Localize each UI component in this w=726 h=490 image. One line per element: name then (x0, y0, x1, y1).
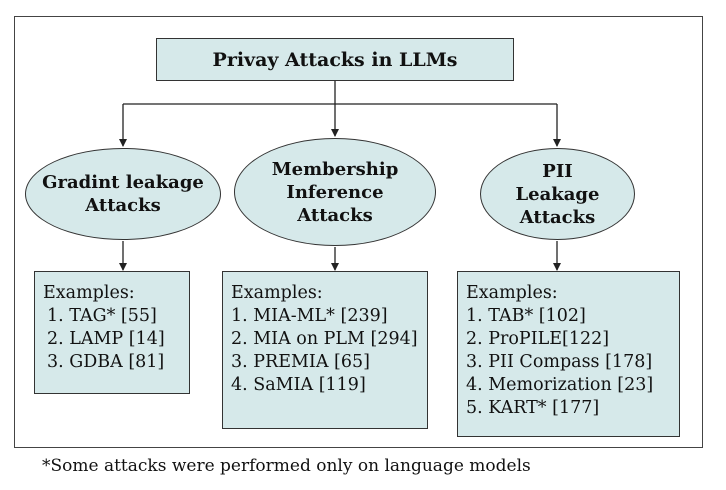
example-item: 4. SaMIA [119] (231, 375, 366, 395)
examples-heading: Examples: (466, 283, 558, 303)
examples-list: 1. MIA-ML* [239] 2. MIA on PLM [294] 3. … (231, 305, 427, 397)
diagram-title: Privay Attacks in LLMs (156, 38, 514, 81)
node-label-line: Inference (286, 181, 384, 203)
examples-list: 1. TAB* [102] 2. ProPILE[122] 3. PII Com… (466, 305, 679, 420)
example-item: 4. Memorization [23] (466, 375, 654, 395)
examples-box-gradient: Examples: 1. TAG* [55] 2. LAMP [14] 3. G… (34, 271, 190, 394)
node-label-line: Membership (271, 158, 399, 180)
node-label-line: Attacks (85, 195, 161, 216)
example-item: 1. TAG* [55] (47, 306, 157, 326)
example-item: 3. GDBA [81] (47, 352, 165, 372)
examples-list: 1. TAG* [55] 2. LAMP [14] 3. GDBA [81] (43, 305, 189, 374)
node-label-line: PII (542, 160, 573, 182)
examples-heading: Examples: (231, 283, 323, 303)
example-item: 5. KART* [177] (466, 398, 600, 418)
node-label-line: Leakage (515, 183, 600, 205)
examples-box-pii: Examples: 1. TAB* [102] 2. ProPILE[122] … (457, 271, 680, 437)
example-item: 2. ProPILE[122] (466, 329, 610, 349)
node-membership-inference: Membership Inference Attacks (234, 138, 436, 246)
example-item: 2. MIA on PLM [294] (231, 329, 418, 349)
example-item: 3. PREMIA [65] (231, 352, 370, 372)
node-label-line: Attacks (297, 204, 373, 226)
node-label-line: Attacks (519, 206, 596, 228)
diagram-frame (14, 16, 703, 448)
node-pii-leakage: PII Leakage Attacks (480, 148, 635, 240)
example-item: 2. LAMP [14] (47, 329, 165, 349)
node-gradient-leakage: Gradint leakage Attacks (25, 148, 221, 240)
example-item: 3. PII Compass [178] (466, 352, 653, 372)
example-item: 1. MIA-ML* [239] (231, 306, 388, 326)
footnote: *Some attacks were performed only on lan… (42, 456, 531, 476)
example-item: 1. TAB* [102] (466, 306, 586, 326)
examples-box-membership: Examples: 1. MIA-ML* [239] 2. MIA on PLM… (222, 271, 428, 429)
node-label-line: Gradint leakage (42, 172, 204, 193)
examples-heading: Examples: (43, 283, 135, 303)
